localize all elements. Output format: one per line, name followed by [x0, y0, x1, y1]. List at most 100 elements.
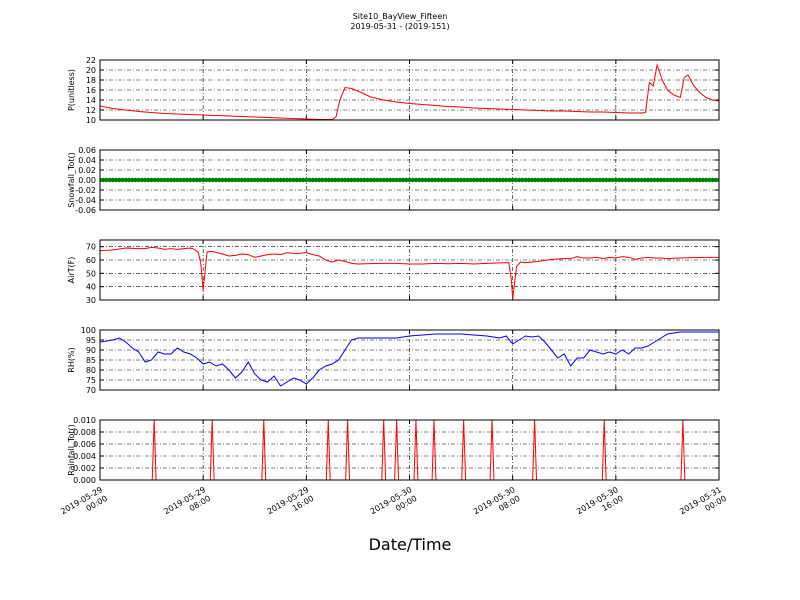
data-point: [458, 177, 464, 183]
data-point: [468, 177, 473, 183]
data-point: [365, 177, 370, 183]
panel-3: 30 40 50 60 70 AirT(F): [67, 239, 720, 305]
series-line: [100, 420, 719, 480]
y-tick-label: -0.04: [75, 196, 96, 205]
data-point: [210, 177, 216, 183]
data-point: [162, 177, 167, 183]
data-point: [333, 177, 338, 183]
data-point: [317, 177, 322, 183]
data-point: [278, 177, 283, 183]
data-point: [545, 177, 551, 183]
data-point: [233, 177, 238, 183]
data-point: [284, 177, 290, 183]
data-point: [117, 177, 122, 183]
series-line: [100, 63, 719, 120]
data-point: [562, 177, 567, 183]
chart-title: Site10_BayView_Fifteen: [353, 12, 448, 21]
data-point: [500, 177, 506, 183]
series-group: [100, 246, 719, 299]
data-point: [265, 177, 270, 183]
data-point: [433, 177, 438, 183]
data-point: [229, 177, 235, 183]
data-point: [600, 177, 606, 183]
y-tick-label: 50: [86, 269, 96, 278]
data-point: [668, 177, 673, 183]
data-point: [558, 177, 564, 183]
data-point: [529, 177, 535, 183]
data-point: [507, 177, 512, 183]
data-point: [494, 177, 499, 183]
y-axis-label: Rainfall_Tot(): [67, 424, 76, 476]
data-point: [510, 177, 515, 183]
panel-5: 0.000 0.002 0.004 0.006 0.008 0.010Rainfall_T…: [67, 416, 720, 485]
data-point: [658, 177, 664, 183]
data-point: [413, 177, 419, 183]
y-tick-label: 22: [86, 56, 96, 65]
data-point: [520, 177, 525, 183]
data-point: [381, 177, 386, 183]
data-point: [661, 177, 667, 183]
y-tick-label: 12: [86, 106, 96, 115]
plot-frame: [99, 239, 720, 301]
data-point: [613, 177, 619, 183]
data-point: [313, 177, 319, 183]
series-group: [100, 331, 719, 387]
data-point: [436, 177, 441, 183]
data-point: [516, 177, 522, 183]
data-point: [246, 177, 251, 183]
data-point: [475, 177, 480, 183]
data-point: [513, 177, 519, 183]
y-tick-label: 0.006: [73, 440, 96, 449]
data-point: [555, 177, 560, 183]
data-point: [687, 177, 693, 183]
data-point: [107, 177, 112, 183]
data-point: [133, 177, 138, 183]
data-point: [355, 177, 361, 183]
data-point: [465, 177, 470, 183]
data-point: [632, 177, 638, 183]
data-point: [536, 177, 541, 183]
data-point: [603, 177, 609, 183]
data-point: [478, 177, 483, 183]
y-tick-label: 30: [86, 296, 96, 305]
data-point: [120, 177, 125, 183]
data-point: [565, 177, 570, 183]
data-point: [539, 177, 544, 183]
data-point: [259, 177, 264, 183]
data-point: [423, 177, 428, 183]
data-point: [707, 177, 712, 183]
data-point: [649, 177, 654, 183]
data-point: [674, 177, 680, 183]
data-point: [552, 177, 557, 183]
data-point: [326, 177, 332, 183]
data-point: [610, 177, 615, 183]
data-point: [178, 177, 183, 183]
y-tick-label: 85: [86, 356, 96, 365]
data-point: [159, 177, 164, 183]
data-point: [378, 177, 383, 183]
data-point: [149, 177, 154, 183]
y-tick-label: 75: [86, 376, 96, 385]
data-point: [194, 177, 199, 183]
data-point: [126, 177, 132, 183]
data-point: [694, 177, 699, 183]
data-point: [681, 177, 686, 183]
y-tick-label: 40: [86, 283, 96, 292]
data-point: [449, 177, 454, 183]
data-point: [594, 177, 599, 183]
y-tick-label: 70: [86, 243, 96, 252]
y-axis-label: Snowfall_Tot(): [67, 152, 76, 208]
data-point: [110, 177, 116, 183]
data-point: [652, 177, 657, 183]
data-point: [397, 177, 403, 183]
data-point: [542, 177, 548, 183]
data-point: [349, 177, 354, 183]
data-point: [200, 177, 206, 183]
data-point: [533, 177, 538, 183]
data-point: [391, 177, 396, 183]
data-point: [104, 177, 109, 183]
data-point: [445, 177, 451, 183]
